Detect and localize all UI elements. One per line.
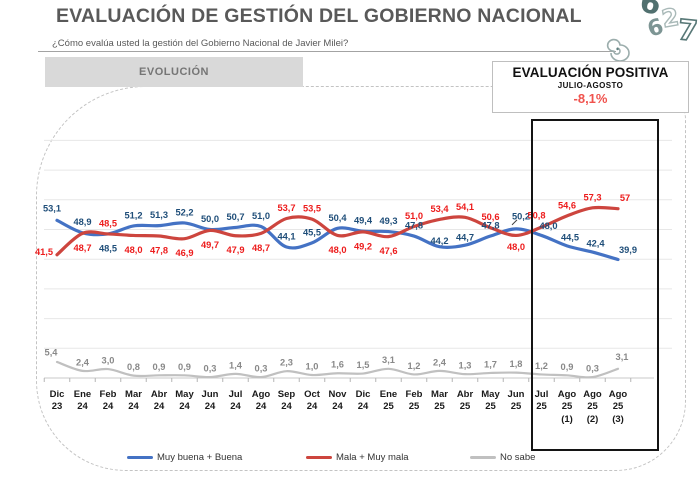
positive-evaluation-callout: EVALUACIÓN POSITIVA JULIO-AGOSTO -8,1% xyxy=(492,61,689,113)
logo-digit: 7 xyxy=(676,12,698,48)
legend-label: No sabe xyxy=(500,452,536,463)
logo-digits: 6 2 7 6 xyxy=(634,0,698,56)
legend-label: Mala + Muy mala xyxy=(336,452,409,463)
tab-evolucion[interactable]: EVOLUCIÓN xyxy=(45,57,303,87)
callout-value: -8,1% xyxy=(573,91,608,106)
highlight-rectangle xyxy=(531,119,659,451)
legend-label: Muy buena + Buena xyxy=(157,452,243,463)
legend-swatch-gray xyxy=(470,455,496,460)
spiral-icon xyxy=(606,38,630,62)
legend-swatch-red xyxy=(306,455,332,460)
legend-item-negative: Mala + Muy mala xyxy=(306,452,409,463)
callout-title: EVALUACIÓN POSITIVA xyxy=(512,65,669,80)
callout-subtitle: JULIO-AGOSTO xyxy=(557,81,624,90)
chart-panel-border xyxy=(36,86,686,471)
tab-evolucion-label: EVOLUCIÓN xyxy=(139,66,209,78)
page-subtitle: ¿Cómo evalúa usted la gestión del Gobier… xyxy=(52,38,349,49)
header-rule xyxy=(38,51,616,52)
page-title: EVALUACIÓN DE GESTIÓN DEL GOBIERNO NACIO… xyxy=(56,5,582,27)
legend-item-nosabe: No sabe xyxy=(470,452,535,463)
